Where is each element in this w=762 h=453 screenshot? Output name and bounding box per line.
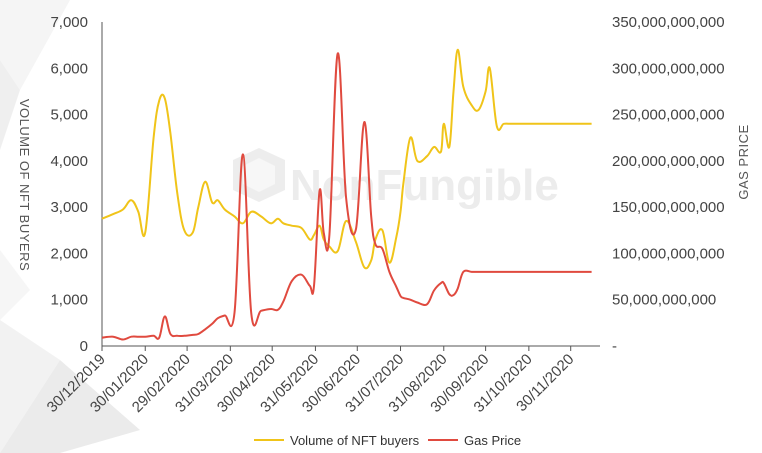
right-tick-label: 300,000,000,000 [612, 60, 725, 77]
right-tick-label: 350,000,000,000 [612, 14, 725, 31]
series-gas-price-line [101, 52, 592, 341]
right-tick-label: 100,000,000,000 [612, 245, 725, 262]
left-tick-label: 6,000 [50, 60, 88, 77]
legend-item-gas-price: Gas Price [428, 433, 521, 448]
watermark-text: NonFungible [290, 161, 559, 210]
left-tick-label: 1,000 [50, 292, 88, 309]
right-tick-label: 250,000,000,000 [612, 107, 725, 124]
series-lines [101, 48, 592, 341]
x-tick-labels: 30/12/201930/01/202029/02/202031/03/2020… [44, 351, 578, 416]
legend-label-volume: Volume of NFT buyers [290, 433, 420, 448]
legend-item-volume: Volume of NFT buyers [254, 433, 420, 448]
right-axis-title: GAS PRICE [736, 124, 751, 199]
right-tick-label: - [612, 338, 617, 355]
right-tick-label: 150,000,000,000 [612, 199, 725, 216]
right-tick-label: 50,000,000,000 [612, 292, 716, 309]
left-tick-label: 5,000 [50, 107, 88, 124]
series-volume-line [101, 48, 592, 270]
x-tick-marks [101, 346, 572, 351]
watermark: NonFungible [233, 148, 559, 210]
left-tick-label: 3,000 [50, 199, 88, 216]
left-y-tick-labels: 0 1,000 2,000 3,000 4,000 5,000 6,000 7,000 [50, 14, 88, 355]
legend: Volume of NFT buyers Gas Price [254, 433, 521, 448]
left-tick-label: 0 [80, 338, 88, 355]
left-tick-label: 7,000 [50, 14, 88, 31]
legend-label-gas-price: Gas Price [464, 433, 521, 448]
right-y-tick-labels: - 50,000,000,000 100,000,000,000 150,000,00… [612, 14, 725, 355]
right-tick-label: 200,000,000,000 [612, 153, 725, 170]
left-tick-label: 4,000 [50, 153, 88, 170]
left-tick-label: 2,000 [50, 245, 88, 262]
left-axis-title: VOLUME OF NFT BUYERS [17, 99, 32, 271]
